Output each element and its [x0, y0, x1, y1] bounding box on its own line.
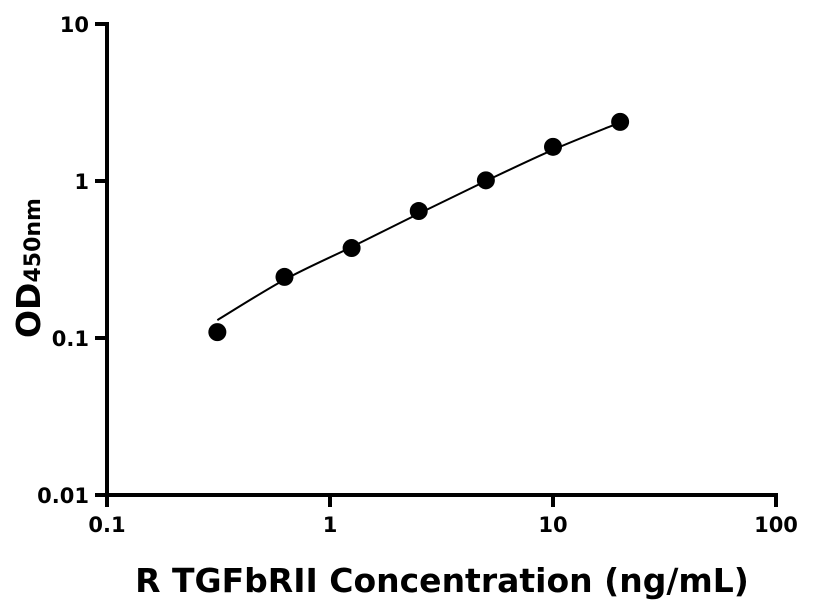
ticks: 0.1 1 10 100 0.01 0.1 1 10	[37, 13, 798, 537]
x-tick-label: 100	[754, 513, 798, 537]
data-point	[544, 137, 562, 156]
data-point	[208, 323, 227, 342]
data-point	[409, 202, 428, 221]
data-point	[476, 171, 495, 190]
y-tick-label: 10	[60, 13, 89, 37]
data-point	[275, 267, 294, 286]
y-tick-label: 0.01	[37, 484, 89, 508]
data-point	[342, 239, 361, 258]
x-tick-label: 10	[538, 513, 567, 537]
x-tick-label: 0.1	[88, 513, 125, 537]
data-points	[208, 112, 630, 342]
axes	[105, 22, 778, 497]
y-axis-label-main: OD	[9, 283, 48, 338]
x-axis-label: R TGFbRII Concentration (ng/mL)	[135, 561, 749, 600]
y-tick-label: 0.1	[52, 327, 89, 351]
data-point	[611, 112, 630, 131]
y-axis-label: OD450nm	[9, 198, 48, 338]
x-tick-label: 1	[323, 513, 338, 537]
y-tick-label: 1	[74, 170, 89, 194]
y-axis-label-sub: 450nm	[21, 198, 46, 283]
